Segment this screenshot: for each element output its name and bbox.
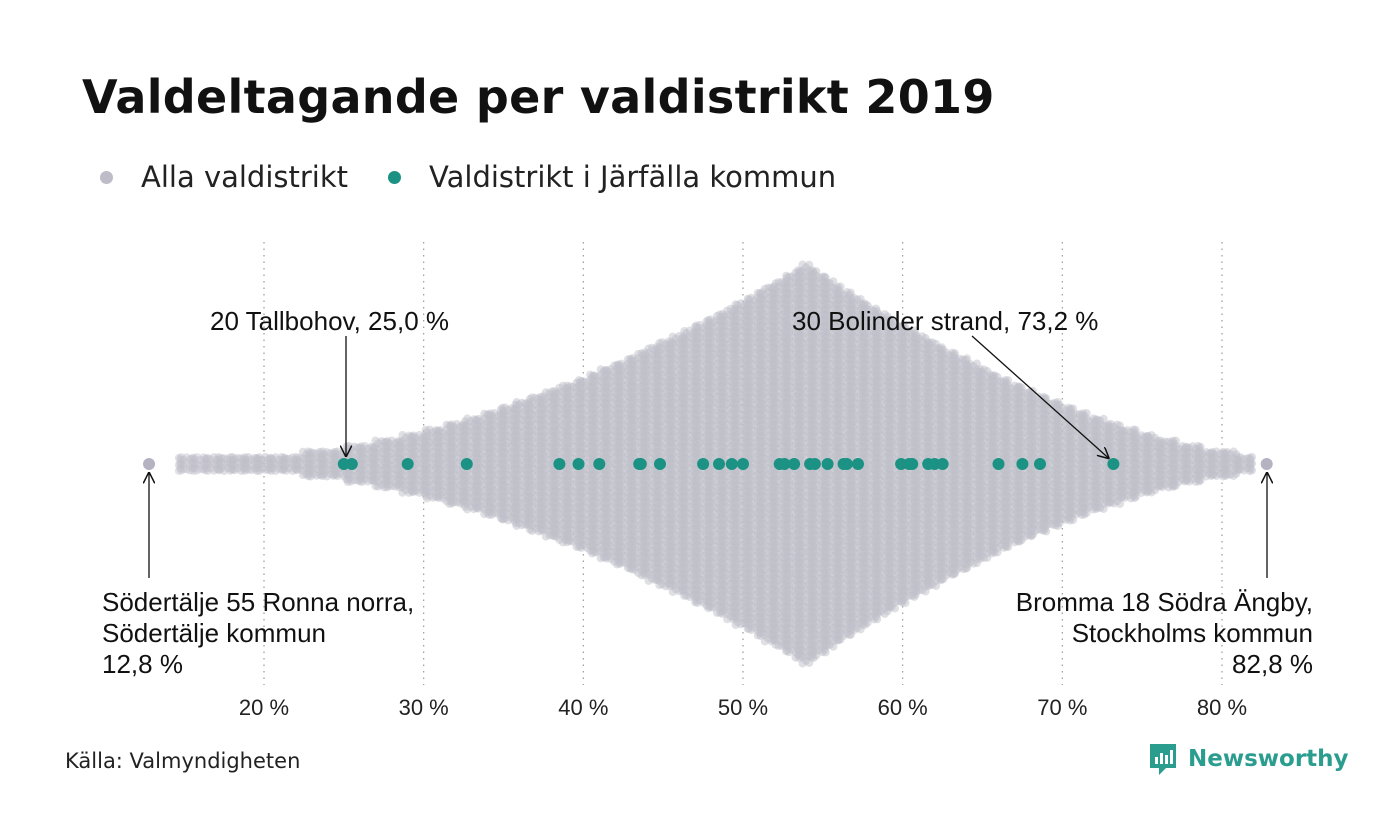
point-all [201, 466, 210, 475]
point-all [201, 455, 210, 464]
point-all [188, 454, 197, 463]
point-all [174, 466, 183, 475]
point-all [188, 458, 197, 467]
point-all [179, 455, 188, 464]
point-all [201, 461, 210, 470]
point-all [192, 466, 201, 475]
legend: Alla valdistrikt Valdistrikt i Järfälla … [100, 160, 876, 194]
point-all [190, 464, 199, 473]
point-all [190, 455, 199, 464]
point-all [203, 466, 212, 475]
point-all [185, 466, 195, 475]
point-all [185, 455, 195, 464]
point-all [189, 466, 198, 475]
legend-item-jarfalla: Valdistrikt i Järfälla kommun [388, 160, 836, 194]
point-all [203, 454, 212, 463]
point-all [203, 460, 212, 469]
point-all [177, 466, 186, 475]
point-all [196, 460, 205, 469]
point-all [202, 464, 211, 473]
point-all [176, 455, 185, 464]
point-all [176, 464, 185, 473]
point-all [192, 459, 201, 468]
point-all [199, 453, 208, 462]
legend-dot-all [100, 170, 113, 184]
point-all [182, 453, 191, 462]
point-all [199, 465, 208, 474]
point-all [202, 454, 211, 463]
point-all [176, 459, 185, 468]
legend-label-jarfalla: Valdistrikt i Järfälla kommun [429, 160, 837, 194]
point-all [177, 453, 186, 462]
point-all [179, 465, 188, 474]
chart-title: Valdeltagande per valdistrikt 2019 [82, 70, 995, 124]
legend-item-all: Alla valdistrikt [100, 160, 348, 194]
point-all [189, 453, 198, 463]
point-all [177, 459, 186, 468]
point-all [174, 453, 183, 463]
point-all [174, 460, 183, 469]
legend-dot-jarfalla [388, 170, 402, 184]
point-all [182, 465, 191, 474]
point-all [188, 464, 197, 473]
legend-label-all: Alla valdistrikt [141, 160, 349, 194]
point-all [182, 458, 191, 467]
point-all [190, 459, 199, 468]
point-all [202, 458, 211, 467]
point-all [199, 458, 208, 467]
point-all [179, 460, 188, 469]
point-all [185, 461, 195, 470]
point-all [196, 464, 205, 474]
point-all [196, 455, 205, 464]
point-all [192, 453, 201, 462]
point-all [189, 460, 198, 469]
